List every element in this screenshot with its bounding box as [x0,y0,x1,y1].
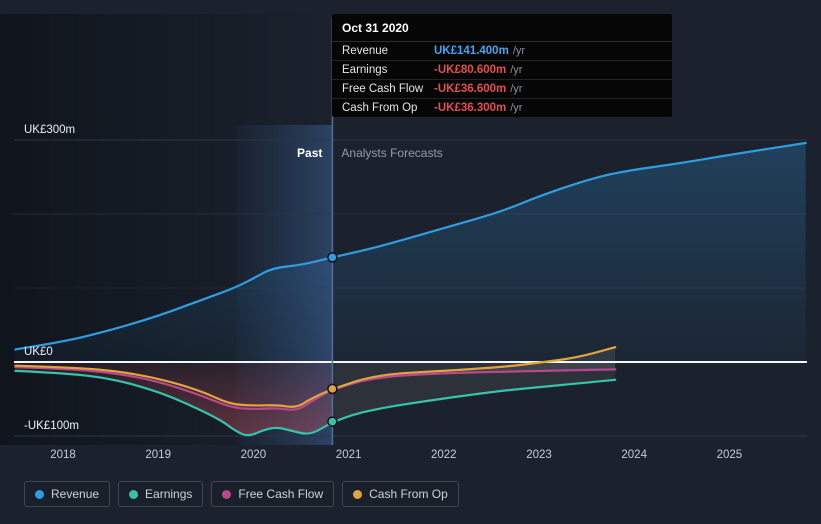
legend-item-cash-from-op[interactable]: Cash From Op [342,481,459,507]
forecast-label: Analysts Forecasts [341,146,442,160]
tooltip-row-unit: /yr [510,83,523,95]
legend-item-label: Free Cash Flow [238,487,324,501]
earnings-negative-area-past [15,362,333,436]
free-cash-flow-dot-icon [222,489,232,499]
legend-item-label: Revenue [51,487,100,501]
marker-revenue [327,252,338,263]
tooltip-row-label: Free Cash Flow [342,83,424,95]
legend-item-free-cash-flow[interactable]: Free Cash Flow [211,481,335,507]
x-axis-label: 2020 [241,449,267,461]
revenue-area [15,143,806,362]
tooltip-row-value: -UK£36.600m [434,83,507,95]
x-axis-label: 2023 [526,449,552,461]
tooltip-row-unit: /yr [510,64,523,76]
series-line-cash-from-op [14,346,617,408]
tooltip-date: Oct 31 2020 [332,14,672,42]
tooltip-row: Free Cash Flow -UK£36.600m /yr [332,80,672,99]
x-axis-label: 2024 [621,449,647,461]
cashop-fcf-band [332,347,616,390]
x-axis-label: 2025 [717,449,743,461]
chart-canvas[interactable]: UK£300m UK£0 -UK£100m 2018 2019 2020 2021 2022 2… [0,0,821,465]
legend-item-label: Cash From Op [369,487,448,501]
chart-legend: Revenue Earnings Free Cash Flow Cash From O… [24,481,459,507]
tooltip-row-value: -UK£80.600m [434,64,507,76]
revenue-dot-icon [35,489,44,499]
series-line-earnings [14,369,617,437]
tooltip-row: Earnings -UK£80.600m /yr [332,61,672,80]
x-axis-label: 2019 [145,449,171,461]
x-axis-label: 2022 [431,449,457,461]
legend-item-revenue[interactable]: Revenue [24,481,111,507]
cash-from-op-dot-icon [353,489,363,499]
legend-item-earnings[interactable]: Earnings [118,481,204,507]
tooltip-row: Cash From Op -UK£36.300m /yr [332,99,672,117]
tooltip-row-label: Earnings [342,64,388,76]
marker-cash-from-op [327,383,338,395]
legend-item-label: Earnings [145,487,193,501]
tooltip-row-label: Revenue [342,45,389,57]
marker-earnings [327,416,338,427]
tooltip-row-unit: /yr [510,102,523,114]
earnings-negative-area-forecast [332,362,616,422]
tooltip-row-value: UK£141.400m [434,45,509,57]
past-label: Past [297,146,322,160]
tooltip-row: Revenue UK£141.400m /yr [332,42,672,61]
series-line-free-cash-flow [14,366,617,411]
tooltip-row-value: -UK£36.300m [434,102,507,114]
tooltip-rows: Revenue UK£141.400m /yr Earnings -UK£80.600… [332,42,672,117]
y-axis-label: -UK£100m [24,420,79,432]
y-axis-label: UK£300m [24,124,75,136]
y-axis-label: UK£0 [24,346,53,358]
earnings-dot-icon [129,489,139,499]
chart-tooltip: Oct 31 2020 Revenue UK£141.400m /yr Earnin… [332,14,672,117]
x-axis-label: 2018 [50,449,76,461]
tooltip-row-label: Cash From Op [342,102,418,114]
tooltip-row-unit: /yr [512,45,526,57]
x-axis-label: 2021 [336,449,362,461]
